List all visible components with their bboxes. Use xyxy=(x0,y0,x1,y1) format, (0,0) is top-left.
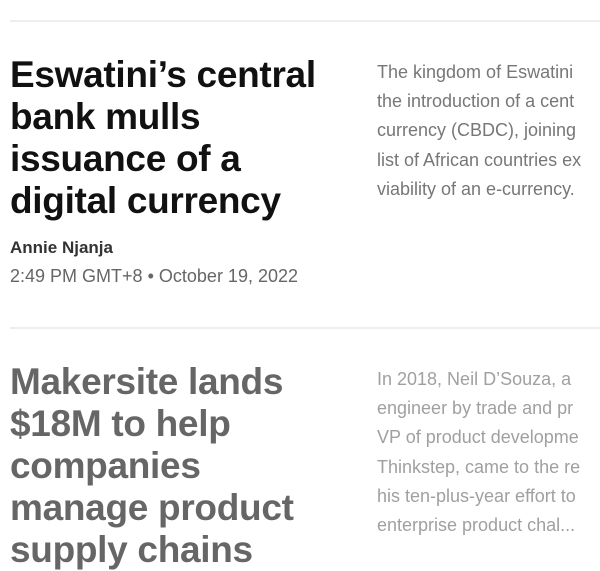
page: Eswatini’s central bank mulls issuance o… xyxy=(10,20,600,570)
divider xyxy=(10,327,600,329)
excerpt-line: enterprise product chal... xyxy=(377,514,576,535)
headline-line[interactable]: bank mulls xyxy=(10,96,201,137)
headline-line[interactable]: Makersite lands xyxy=(10,361,284,402)
excerpt-line: VP of product developme xyxy=(377,427,579,448)
headline[interactable]: Makersite lands $18M to help companies m… xyxy=(10,361,350,571)
headline-line[interactable]: Eswatini’s central xyxy=(10,54,316,95)
excerpt-line: list of African countries ex xyxy=(377,149,582,170)
timestamp: 2:49 PM GMT+8 • October 19, 2022 xyxy=(10,266,298,287)
headline-line[interactable]: digital currency xyxy=(10,180,281,221)
excerpt-line: The kingdom of Eswatini xyxy=(377,62,574,82)
excerpt-line: In 2018, Neil D’Souza, a xyxy=(377,369,572,389)
headline-line[interactable]: supply chains xyxy=(10,529,253,570)
excerpt-line: viability of an e-currency. xyxy=(377,178,575,199)
excerpt-line: his ten-plus-year effort to xyxy=(377,485,576,506)
excerpt-line: currency (CBDC), joining xyxy=(377,120,577,141)
excerpt-line: engineer by trade and pr xyxy=(377,398,574,419)
headline-line[interactable]: companies xyxy=(10,445,201,486)
headline-line[interactable]: manage product xyxy=(10,487,294,528)
date: October 19, 2022 xyxy=(158,266,299,286)
separator: • xyxy=(147,266,154,286)
excerpt-line: the introduction of a cent xyxy=(377,91,575,112)
excerpt-line: Thinkstep, came to the re xyxy=(377,456,581,477)
divider xyxy=(10,20,600,22)
headline-line[interactable]: $18M to help xyxy=(10,403,231,444)
headline[interactable]: Eswatini’s central bank mulls issuance o… xyxy=(10,54,350,222)
headline-line[interactable]: issuance of a xyxy=(10,138,241,179)
time: 2:49 PM GMT+8 xyxy=(10,266,143,286)
excerpt: The kingdom of Eswatini the introduction… xyxy=(377,58,581,204)
excerpt: In 2018, Neil D’Souza, a engineer by tra… xyxy=(377,365,580,540)
author[interactable]: Annie Njanja xyxy=(10,238,113,257)
